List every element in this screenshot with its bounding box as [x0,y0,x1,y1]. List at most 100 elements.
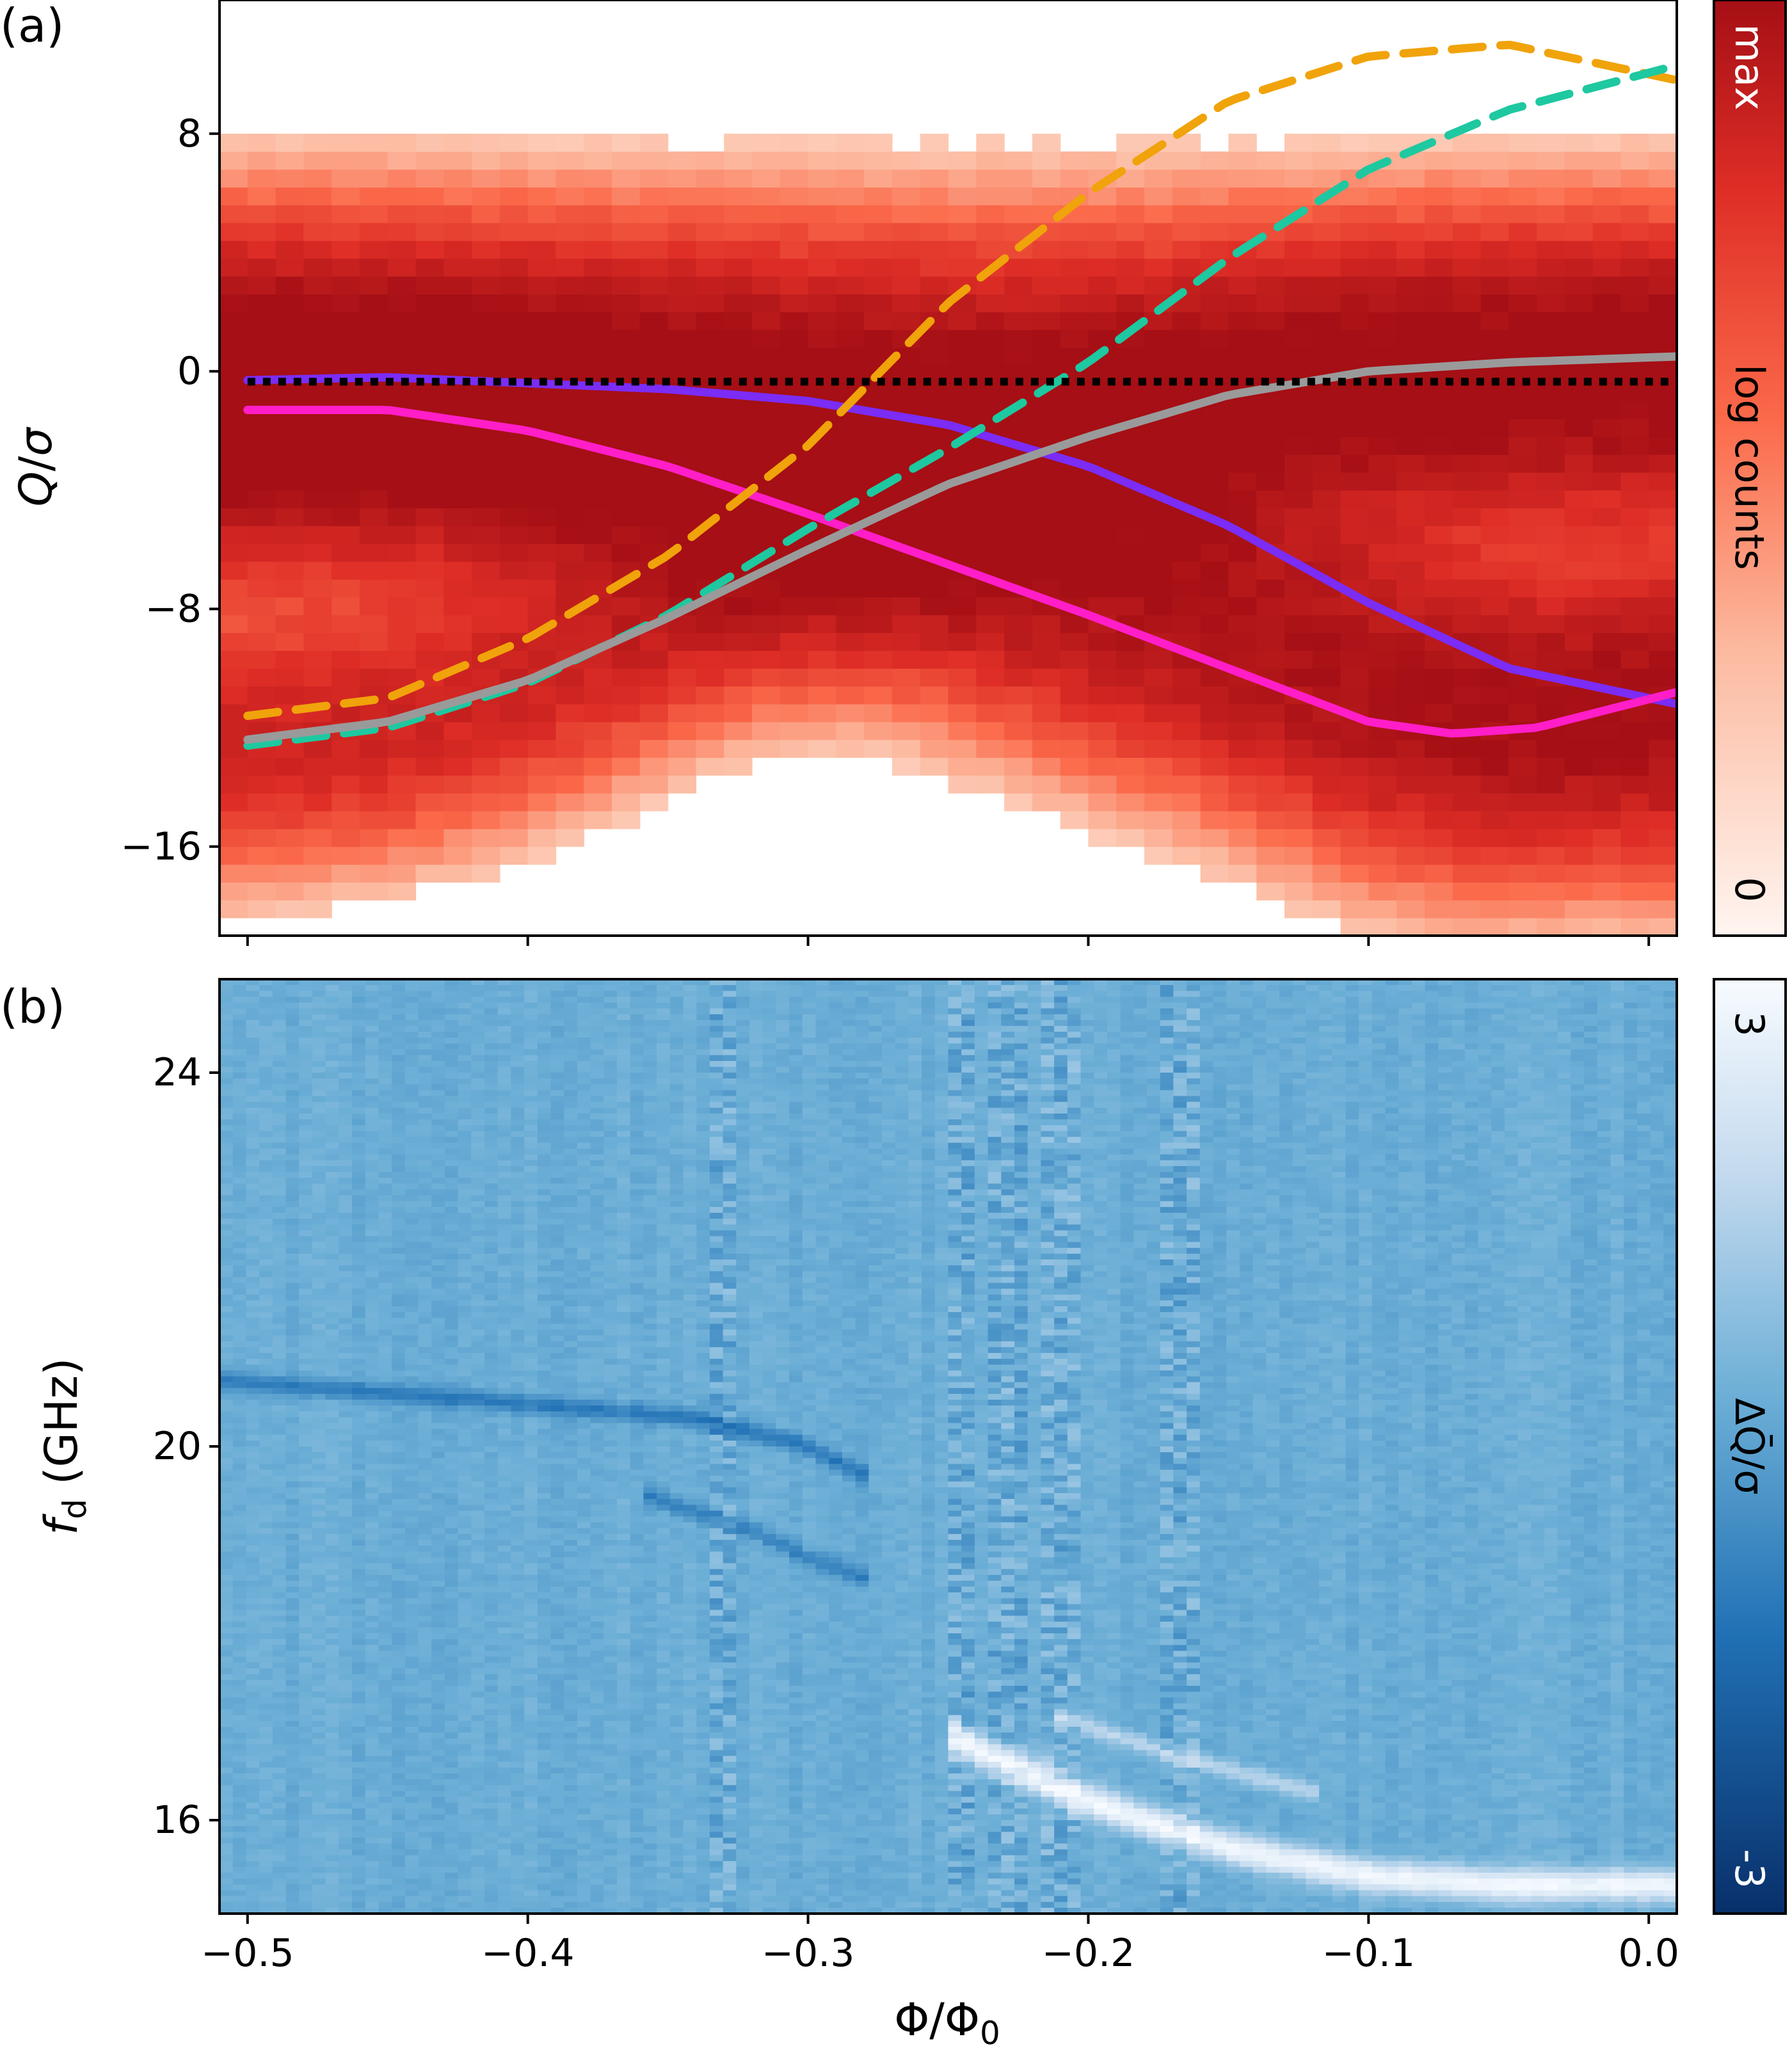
heatmap-a-cell [976,240,1005,259]
heatmap-b-cell [339,1271,353,1277]
heatmap-a-cell [920,596,949,616]
heatmap-a-cell [1620,508,1649,527]
heatmap-b-cell [339,1312,353,1318]
heatmap-b-cell [246,1744,260,1751]
heatmap-b-cell [392,1639,406,1645]
heatmap-b-cell [246,1773,260,1780]
heatmap-a-cell [1144,721,1173,740]
heatmap-a-cell [220,757,248,776]
heatmap-a-cell [1284,864,1313,883]
heatmap-b-cell [312,1727,326,1733]
heatmap-b-cell [352,1458,366,1464]
heatmap-b-cell [312,1090,326,1097]
heatmap-b-cell [431,1405,445,1412]
heatmap-b-cell [272,1574,287,1581]
heatmap-a-cell [1144,811,1173,829]
heatmap-b-cell [418,985,432,991]
heatmap-b-cell [299,1073,313,1079]
heatmap-a-cell [527,187,557,205]
heatmap-b-cell [418,1656,432,1663]
heatmap-b-cell [285,1148,300,1155]
heatmap-b-cell [365,1142,379,1149]
heatmap-b-cell [444,1206,459,1213]
heatmap-b-cell [392,1615,406,1622]
heatmap-b-cell [418,1014,432,1021]
heatmap-a-cell [1116,704,1145,723]
heatmap-b-cell [232,1540,246,1546]
heatmap-b-cell [392,1043,406,1050]
heatmap-a-cell [1088,525,1117,544]
heatmap-a-cell [1228,454,1257,473]
heatmap-b-cell [232,1084,246,1091]
heatmap-b-cell [246,1756,260,1763]
heatmap-a-cell [584,561,612,580]
heatmap-b-cell [285,1779,300,1786]
heatmap-b-cell [431,1464,445,1471]
heatmap-b-cell [299,1341,313,1348]
heatmap-a-cell [1396,258,1425,277]
heatmap-b-cell [378,1125,392,1132]
heatmap-b-cell [259,1253,273,1260]
heatmap-a-cell [220,882,248,900]
heatmap-b-cell [272,1055,287,1062]
heatmap-a-cell [1088,704,1117,723]
heatmap-b-cell [246,1686,260,1692]
heatmap-a-cell [1452,258,1482,277]
heatmap-b-cell [418,1645,432,1651]
heatmap-a-cell [1620,169,1649,188]
heatmap-b-cell [378,1557,392,1564]
heatmap-a-cell [1256,811,1285,829]
heatmap-a-cell [668,650,696,669]
heatmap-b-cell [272,1727,287,1733]
heatmap-b-cell [246,1370,260,1377]
heatmap-b-cell [418,1621,432,1628]
heatmap-a-cell [1284,525,1313,544]
heatmap-b-cell [312,1393,326,1400]
heatmap-a-cell [275,596,304,616]
heatmap-b-cell [365,1353,379,1359]
heatmap-a-cell [1480,294,1509,312]
heatmap-a-cell [1368,508,1397,527]
heatmap-b-cell [299,1855,313,1862]
heatmap-a-cell [612,543,641,562]
heatmap-b-cell [285,1026,300,1032]
heatmap-b-cell [404,1574,419,1581]
heatmap-b-cell [312,1907,326,1914]
heatmap-b-cell [259,1727,273,1733]
heatmap-a-cell [247,668,276,687]
heatmap-b-cell [352,1878,366,1885]
heatmap-a-cell [1228,490,1257,509]
heatmap-b-cell [392,1469,406,1476]
heatmap-b-cell [365,1166,379,1172]
heatmap-b-cell [431,1901,445,1908]
heatmap-a-cell [1424,757,1453,776]
heatmap-b-cell [232,1125,246,1132]
heatmap-b-cell [259,1516,273,1523]
heatmap-b-cell [339,1201,353,1208]
heatmap-b-cell [365,1253,379,1260]
heatmap-b-cell [431,996,445,1004]
heatmap-b-cell [378,1761,392,1768]
heatmap-b-cell [246,1732,260,1739]
heatmap-b-cell [352,1890,366,1897]
heatmap-a-cell [948,151,977,170]
heatmap-a-cell [220,508,248,527]
heatmap-a-cell [1537,205,1565,223]
heatmap-b-cell [312,1277,326,1284]
heatmap-b-cell [285,1744,300,1751]
heatmap-b-cell [232,1493,246,1500]
heatmap-b-cell [325,1849,339,1856]
heatmap-b-cell [272,1260,287,1266]
heatmap-b-cell [365,1767,379,1774]
heatmap-a-cell [892,436,921,455]
heatmap-a-cell [612,133,641,152]
heatmap-b-cell [392,1364,406,1371]
heatmap-a-cell [724,686,753,705]
heatmap-a-cell [1424,686,1453,705]
heatmap-a-cell [1284,133,1313,152]
heatmap-a-cell [1396,632,1425,651]
panel-b-label: (b) [0,980,65,1034]
heatmap-b-cell [365,1271,379,1277]
heatmap-b-cell [299,1224,313,1231]
heatmap-a-cell [1424,312,1453,330]
